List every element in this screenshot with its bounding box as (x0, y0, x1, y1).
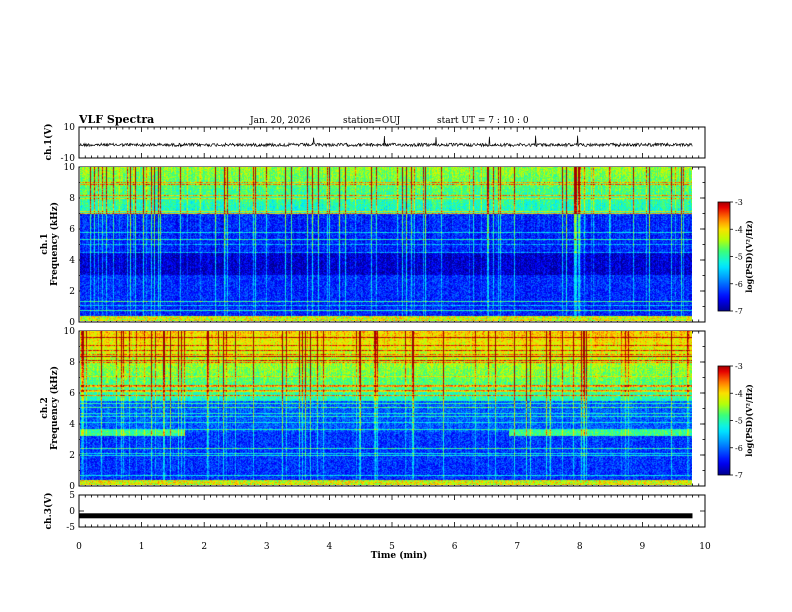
ch1-spec-ylabel-ch: ch.1 (40, 233, 50, 254)
y-tick-label: 5 (69, 491, 75, 501)
ch1-spectrogram-canvas (80, 167, 692, 321)
colorbar-label: log(PSD)(V²/Hz) (744, 220, 754, 293)
ch1-waveform-ylabel: ch.1(V) (43, 124, 54, 161)
x-tick-label: 2 (201, 542, 207, 552)
ch1-spec-ylabel-freq: Frequency (kHz) (49, 202, 60, 286)
colorbar-tick-label: -5 (735, 253, 743, 262)
y-tick-label: 6 (69, 225, 75, 235)
y-tick-label: -10 (61, 154, 76, 164)
y-tick-label: 2 (69, 451, 75, 461)
station-label: station=OUJ (343, 116, 401, 126)
ch3-waveform-ylabel: ch.3(V) (43, 493, 54, 530)
colorbars: -3 -4 -5 -6 -7 log(PSD)(V²/Hz) -3 -4 -5 -6 -7 log(P… (717, 198, 754, 480)
x-tick-label: 4 (327, 542, 333, 552)
y-tick-label: 2 (69, 287, 75, 297)
date-label: Jan. 20, 2026 (249, 116, 311, 126)
ch2-spec-ylabel-freq: Frequency (kHz) (49, 366, 60, 450)
colorbar-tick-label: -5 (735, 417, 743, 426)
y-tick-label: 8 (69, 194, 75, 204)
y-tick-label: 0 (69, 482, 75, 492)
y-tick-label: 10 (64, 327, 76, 337)
x-tick-label: 5 (389, 542, 395, 552)
colorbar-tick-label: -7 (735, 307, 743, 316)
y-tick-label: 4 (69, 256, 75, 266)
y-tick-label: 0 (69, 318, 75, 328)
y-tick-label: 4 (69, 420, 75, 430)
x-tick-label: 6 (452, 542, 458, 552)
y-tick-label: 10 (64, 163, 76, 173)
y-tick-label: -5 (66, 523, 75, 533)
x-tick-label: 10 (699, 542, 711, 552)
colorbar-tick-label: -4 (735, 225, 743, 234)
figure-title: VLF Spectra (78, 113, 154, 126)
y-tick-label: 6 (69, 389, 75, 399)
colorbar-tick-label: -3 (735, 362, 743, 371)
colorbar-tick-label: -4 (735, 389, 743, 398)
colorbar-label: log(PSD)(V²/Hz) (744, 384, 754, 457)
ch1-spectrogram-ylabel: ch.1 Frequency (kHz) (40, 202, 60, 286)
x-axis-label: Time (min) (371, 550, 428, 561)
x-tick-label: 9 (640, 542, 646, 552)
colorbar-tick-label: -6 (735, 280, 743, 289)
ch2-spectrogram-canvas (80, 331, 692, 485)
colorbar-tick-label: -3 (735, 198, 743, 207)
start-time-label: start UT = 7 : 10 : 0 (437, 116, 529, 126)
colorbar-tick-label: -6 (735, 444, 743, 453)
y-tick-label: 10 (64, 123, 76, 133)
x-tick-label: 7 (514, 542, 520, 552)
ch1-waveform-line (78, 135, 693, 148)
ch2-spec-ylabel-ch: ch.2 (40, 397, 50, 418)
x-tick-label: 8 (577, 542, 583, 552)
x-tick-label: 0 (76, 542, 82, 552)
colorbar-tick-label: -7 (735, 471, 743, 480)
x-tick-label: 3 (264, 542, 270, 552)
ch2-spectrogram-ylabel: ch.2 Frequency (kHz) (40, 366, 60, 450)
y-tick-label: 0 (69, 507, 75, 517)
waveform-traces (78, 135, 693, 519)
colorbar-1 (717, 201, 731, 312)
ch3-waveform-line (79, 513, 693, 519)
x-tick-label: 1 (139, 542, 145, 552)
y-tick-label: 8 (69, 358, 75, 368)
colorbar-2 (717, 365, 731, 476)
